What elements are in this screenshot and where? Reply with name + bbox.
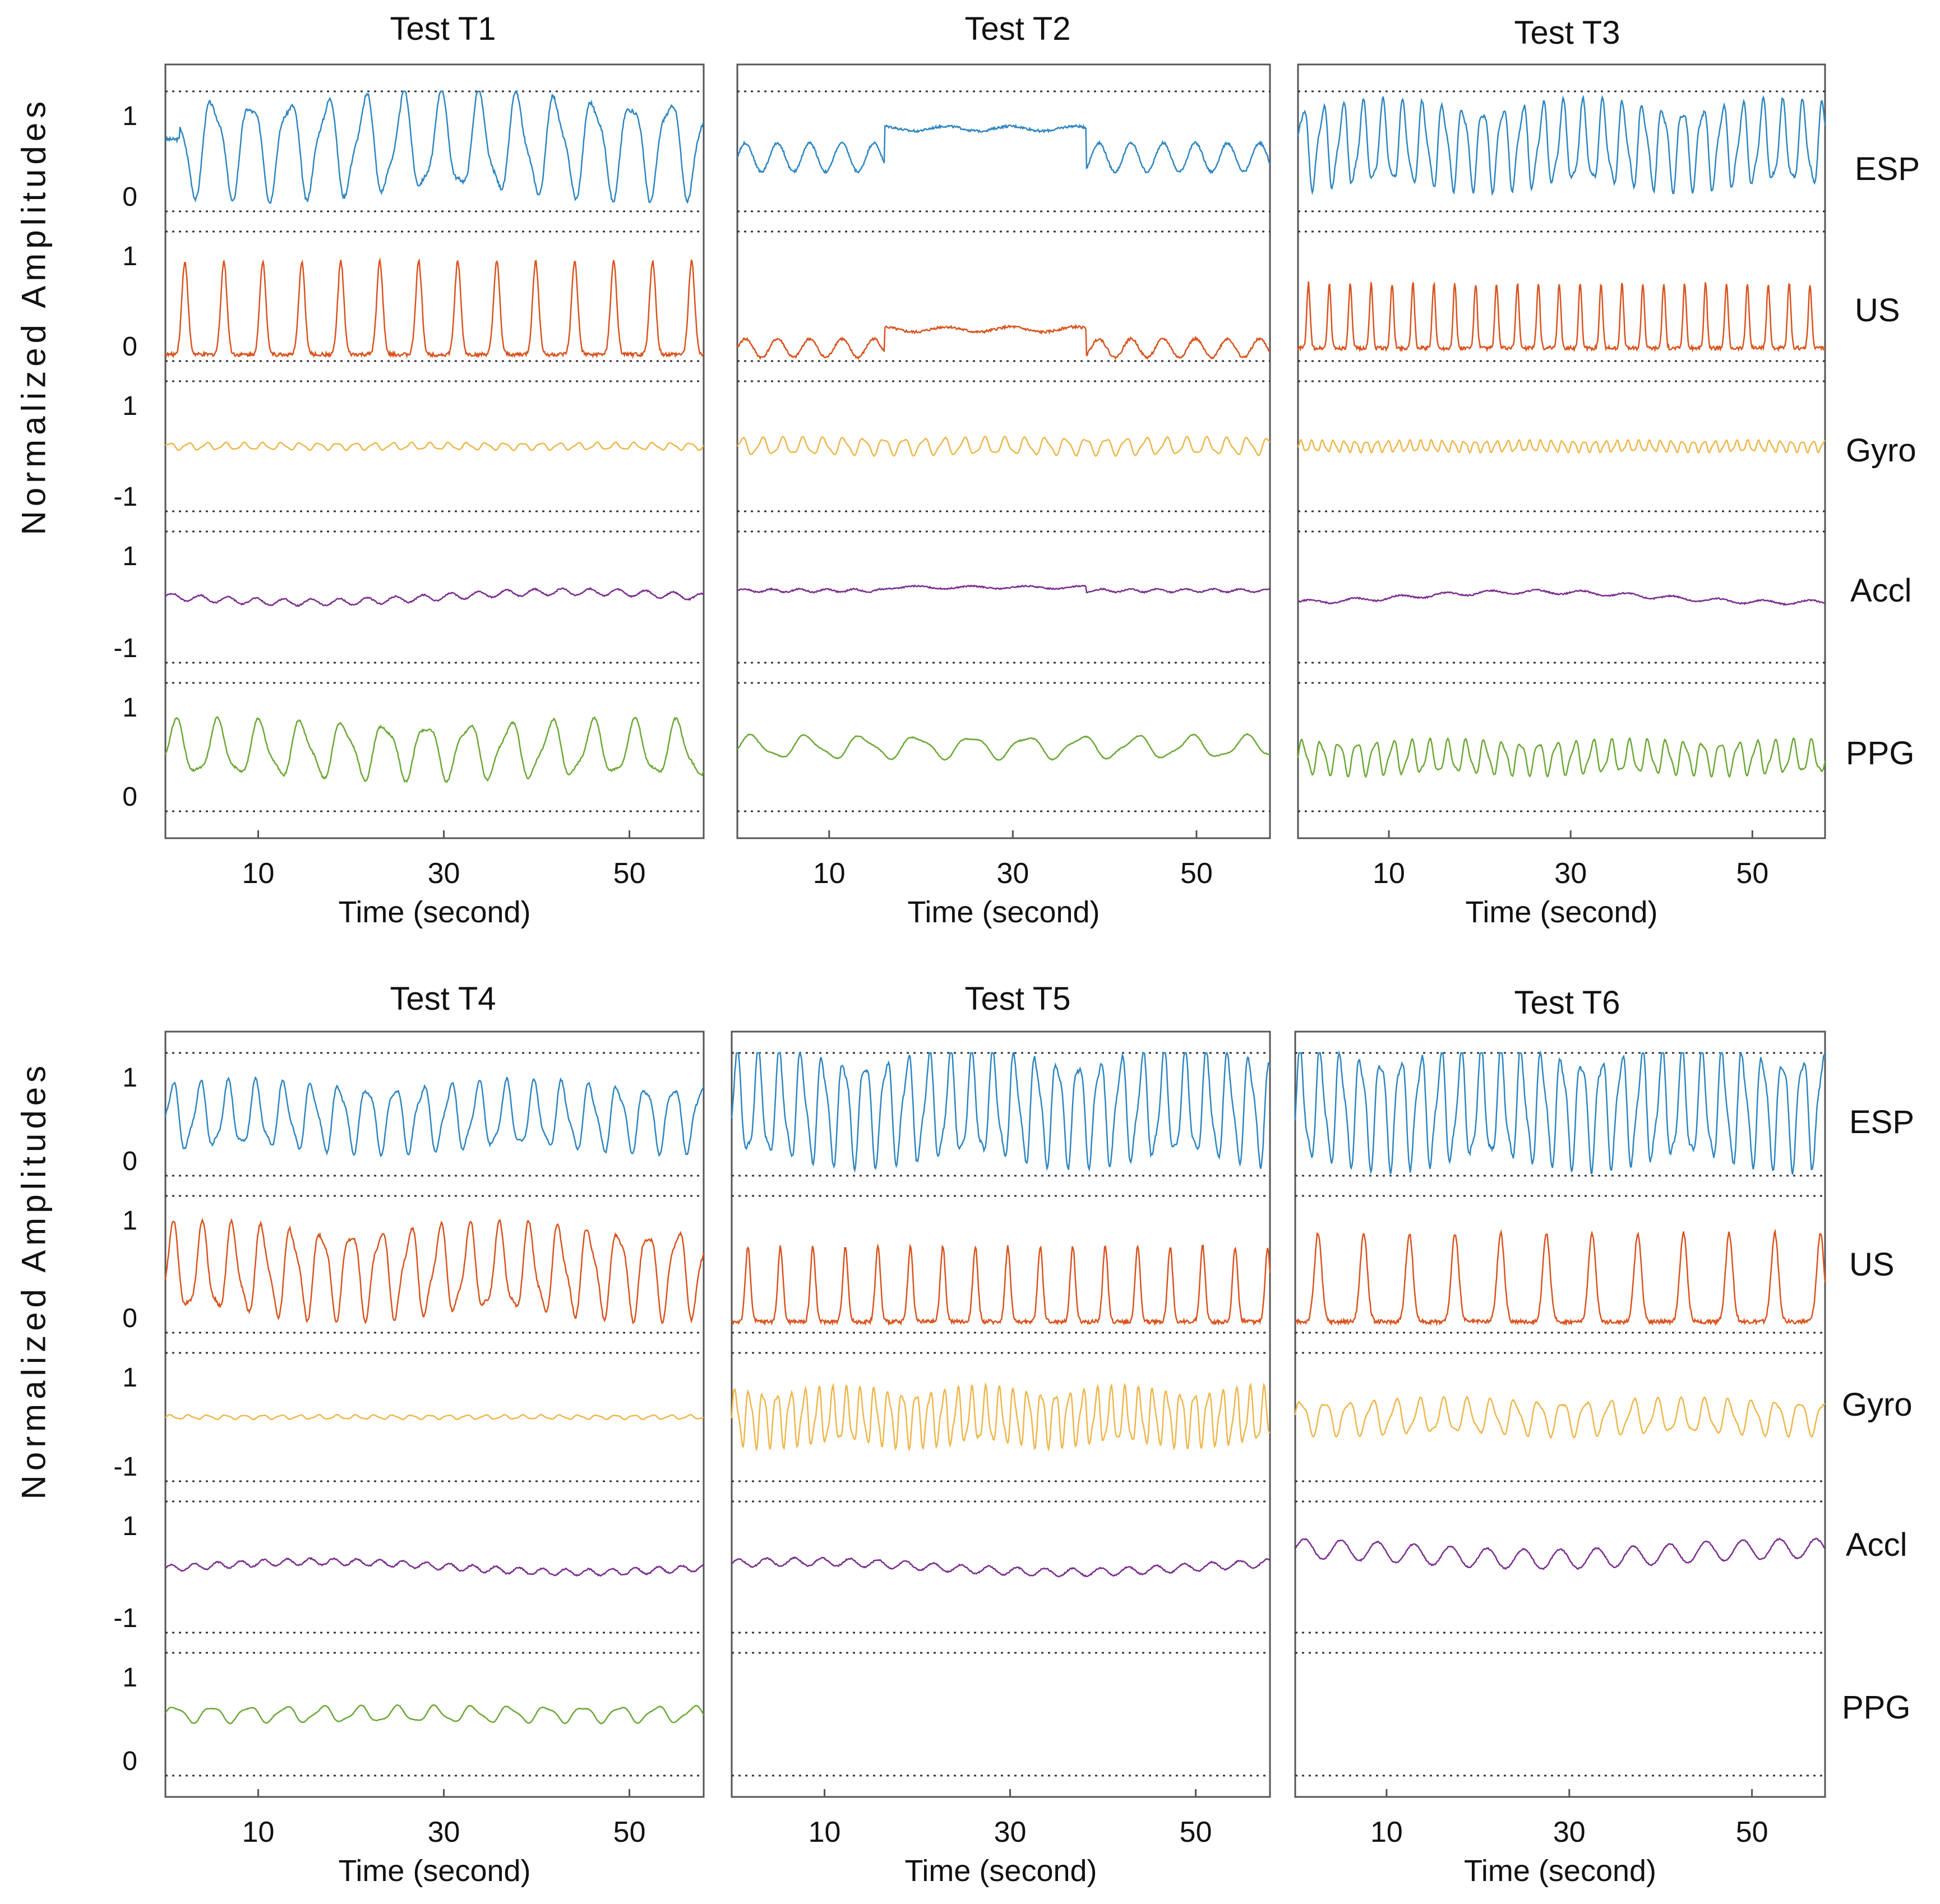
y-tick-label: 1 bbox=[122, 1206, 137, 1236]
series-us-t6 bbox=[1295, 1228, 1826, 1327]
label-esp-row2: ESP bbox=[1849, 1104, 1915, 1140]
x-tick-label: 10 bbox=[1370, 1816, 1403, 1848]
series-esp-t5 bbox=[731, 1051, 1271, 1173]
y-tick-label: 1 bbox=[122, 1512, 137, 1541]
x-tick-label: 30 bbox=[428, 857, 460, 890]
x-tick-label: 30 bbox=[1553, 1816, 1586, 1848]
label-gyro-row2: Gyro bbox=[1842, 1387, 1913, 1423]
x-tick-label: 30 bbox=[994, 1816, 1027, 1848]
y-tick-label: 1 bbox=[122, 1063, 137, 1093]
series-accl-t1 bbox=[164, 586, 704, 607]
label-accl-row1: Accl bbox=[1850, 572, 1912, 609]
y-tick-label: 0 bbox=[122, 182, 137, 212]
x-axis-label: Time (second) bbox=[904, 1854, 1097, 1888]
x-axis-label: Time (second) bbox=[338, 1854, 530, 1888]
y-tick-label: -1 bbox=[113, 1452, 137, 1482]
y-tick-label: 0 bbox=[122, 1147, 137, 1176]
x-axis-label: Time (second) bbox=[1464, 1854, 1656, 1888]
series-gyro-t1 bbox=[165, 441, 704, 451]
label-esp-row1: ESP bbox=[1855, 151, 1920, 187]
y-tick-label: 0 bbox=[122, 782, 137, 812]
series-accl-t3 bbox=[1297, 588, 1826, 606]
y-tick-label: 1 bbox=[122, 693, 137, 723]
series-esp-t3 bbox=[1297, 95, 1826, 197]
panel-frame-3 bbox=[1297, 63, 1826, 839]
x-tick-label: 10 bbox=[242, 857, 275, 890]
title-t4: Test T4 bbox=[390, 981, 496, 1017]
x-axis-label: Time (second) bbox=[338, 895, 530, 929]
y-tick-label: 1 bbox=[122, 101, 137, 131]
label-us-row1: US bbox=[1855, 292, 1900, 329]
y-tick-label: 1 bbox=[122, 391, 137, 421]
y-tick-label: 0 bbox=[122, 332, 137, 362]
label-gyro-row1: Gyro bbox=[1846, 432, 1916, 469]
title-t1: Test T1 bbox=[390, 11, 496, 47]
x-tick-label: 50 bbox=[1180, 1816, 1212, 1848]
panel-frame-6 bbox=[1294, 1030, 1826, 1798]
x-tick-label: 50 bbox=[613, 857, 646, 890]
label-ppg-row1: PPG bbox=[1846, 735, 1915, 771]
label-accl-row2: Accl bbox=[1846, 1527, 1907, 1563]
title-t2: Test T2 bbox=[964, 11, 1071, 47]
y-tick-label: 0 bbox=[122, 1304, 137, 1333]
y-tick-label: -1 bbox=[113, 482, 137, 512]
series-accl-t2 bbox=[737, 584, 1271, 594]
y-tick-label: -1 bbox=[113, 634, 137, 663]
series-gyro-t2 bbox=[736, 436, 1271, 457]
series-esp-t1 bbox=[165, 90, 705, 204]
x-tick-label: 50 bbox=[1736, 857, 1768, 890]
x-axis-label: Time (second) bbox=[907, 895, 1100, 929]
y-tick-label: -1 bbox=[113, 1603, 137, 1633]
series-us-t4 bbox=[164, 1218, 705, 1325]
y-tick-label: 1 bbox=[122, 542, 137, 571]
y-tick-label: 1 bbox=[122, 1663, 137, 1693]
series-gyro-t5 bbox=[731, 1381, 1271, 1452]
series-esp-t2 bbox=[736, 123, 1271, 175]
label-ppg-row2: PPG bbox=[1842, 1689, 1911, 1726]
x-tick-label: 30 bbox=[428, 1816, 460, 1848]
y-tick-label: 1 bbox=[122, 242, 137, 271]
series-accl-t6 bbox=[1294, 1537, 1826, 1570]
series-us-t3 bbox=[1297, 281, 1826, 353]
panel-frame-2 bbox=[736, 63, 1271, 839]
panel-frame-4 bbox=[164, 1030, 705, 1798]
series-us-t5 bbox=[731, 1243, 1271, 1327]
series-ppg-t4 bbox=[164, 1704, 705, 1725]
panel-frame-5 bbox=[731, 1030, 1271, 1798]
x-tick-label: 30 bbox=[996, 857, 1029, 890]
title-t6: Test T6 bbox=[1514, 985, 1620, 1021]
x-tick-label: 50 bbox=[1736, 1816, 1768, 1848]
y-tick-label: 1 bbox=[122, 1363, 137, 1393]
series-gyro-t3 bbox=[1297, 438, 1826, 454]
x-tick-label: 50 bbox=[1180, 857, 1213, 890]
y-tick-label: 0 bbox=[122, 1746, 137, 1776]
x-tick-label: 10 bbox=[813, 857, 846, 890]
title-t3: Test T3 bbox=[1514, 15, 1620, 51]
x-tick-label: 50 bbox=[613, 1816, 646, 1848]
panel-frame-1 bbox=[164, 63, 705, 839]
series-gyro-t4 bbox=[165, 1413, 704, 1421]
x-tick-label: 30 bbox=[1554, 857, 1587, 890]
series-esp-t6 bbox=[1294, 1050, 1826, 1175]
series-ppg-t3 bbox=[1297, 737, 1826, 779]
series-gyro-t6 bbox=[1294, 1395, 1826, 1439]
x-axis-label: Time (second) bbox=[1465, 895, 1657, 929]
series-esp-t4 bbox=[164, 1076, 705, 1157]
series-accl-t4 bbox=[165, 1556, 704, 1577]
x-tick-label: 10 bbox=[1373, 857, 1405, 890]
title-t5: Test T5 bbox=[964, 981, 1071, 1017]
series-us-t1 bbox=[164, 257, 705, 359]
series-ppg-t2 bbox=[737, 733, 1271, 761]
x-tick-label: 10 bbox=[242, 1816, 275, 1848]
label-us-row2: US bbox=[1849, 1246, 1895, 1283]
series-us-t2 bbox=[736, 324, 1271, 361]
series-accl-t5 bbox=[731, 1556, 1270, 1578]
x-tick-label: 10 bbox=[809, 1816, 841, 1848]
series-ppg-t1 bbox=[164, 716, 705, 784]
